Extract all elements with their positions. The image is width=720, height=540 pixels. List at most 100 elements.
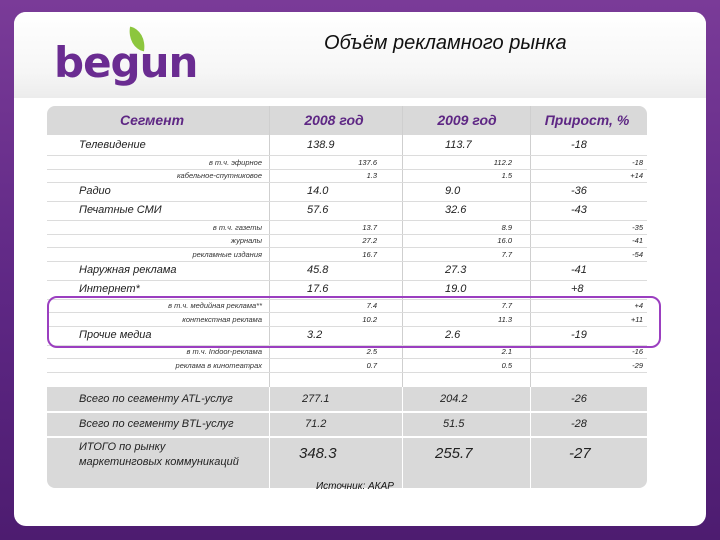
row-separator [47, 298, 647, 300]
row-v2008: 16.7 [362, 249, 377, 259]
row-label: журналы [230, 236, 262, 245]
column-divider [269, 106, 270, 396]
row-v2009: 7.7 [501, 301, 512, 310]
row-label: контекстная реклама [182, 314, 262, 324]
row-v2008: 1.3 [366, 171, 377, 180]
total-atl-2009: 204.2 [440, 393, 468, 405]
row-separator [47, 411, 647, 413]
row-separator [47, 279, 647, 281]
internet-highlight-box [47, 296, 661, 348]
header-growth: Прирост, % [544, 112, 630, 128]
row-v2008: 3.2 [307, 328, 323, 341]
total-atl-2008: 277.1 [302, 393, 330, 405]
row-v2009: 2.6 [445, 328, 461, 341]
row-separator [47, 247, 647, 248]
row-separator [47, 182, 647, 183]
logo-text: begun [54, 38, 198, 87]
row-v2009: 2.1 [501, 347, 512, 356]
row-growth: -18 [632, 157, 643, 167]
row-separator [47, 358, 647, 359]
grand-total-2009: 255.7 [435, 445, 473, 462]
row-label: Радио [79, 185, 111, 197]
row-growth: -16 [632, 347, 643, 356]
total-btl-growth: -28 [571, 418, 587, 430]
grand-total-label-1: ИТОГО по рынку [79, 441, 166, 453]
row-separator [47, 168, 647, 170]
column-divider [402, 106, 403, 396]
row-growth: -18 [571, 139, 587, 151]
row-separator [47, 220, 647, 221]
row-label: в т.ч. медийная реклама** [168, 301, 262, 310]
row-v2009: 11.3 [497, 314, 512, 324]
column-divider [530, 106, 531, 396]
row-label: в т.ч. эфирное [208, 157, 262, 167]
row-v2009: 0.5 [501, 360, 512, 370]
row-label: Наружная реклама [79, 263, 177, 276]
row-separator [47, 344, 647, 346]
row-label: кабельное-спутниковое [177, 171, 262, 180]
row-growth: +8 [571, 282, 584, 295]
grand-total-label-2: маркетинговых коммуникаций [79, 456, 239, 468]
row-separator [47, 260, 647, 262]
totals-band: Всего по сегменту ATL-услуг 277.1 204.2 … [47, 387, 647, 488]
source-note: Источник: АКАР [316, 481, 394, 492]
row-v2008: 17.6 [307, 282, 329, 295]
row-v2009: 1.5 [501, 171, 512, 180]
header-2008: 2008 год [304, 112, 364, 128]
total-btl-2009: 51.5 [443, 418, 465, 430]
row-separator [47, 371, 647, 373]
row-v2009: 112.2 [493, 157, 512, 167]
begun-logo: begun [54, 26, 198, 90]
row-v2008: 13.7 [362, 222, 377, 232]
row-v2009: 9.0 [445, 185, 461, 197]
total-atl-label: Всего по сегменту ATL-услуг [79, 393, 233, 405]
row-v2009: 8.9 [501, 222, 512, 232]
row-label: Печатные СМИ [79, 204, 162, 216]
row-v2009: 19.0 [445, 282, 467, 295]
row-v2008: 57.6 [307, 204, 329, 216]
row-growth: +11 [630, 314, 643, 324]
row-label: Интернет* [79, 282, 140, 295]
row-v2008: 45.8 [307, 263, 329, 276]
row-v2009: 27.3 [445, 263, 467, 276]
row-v2009: 7.7 [501, 249, 512, 259]
row-v2009: 32.6 [445, 204, 467, 216]
row-separator [47, 201, 647, 202]
header-band: begun Объём рекламного рынка [14, 12, 706, 98]
row-separator [47, 233, 647, 235]
table-header: Сегмент 2008 год 2009 год Прирост, % [47, 106, 647, 135]
row-growth: -19 [571, 328, 587, 341]
row-separator [47, 436, 647, 438]
row-label: Телевидение [79, 139, 146, 151]
row-growth: -43 [571, 204, 587, 216]
row-label: реклама в кинотеатрах [175, 360, 262, 370]
row-growth: -35 [632, 222, 643, 232]
row-v2008: 0.7 [366, 360, 377, 370]
row-v2008: 138.9 [307, 139, 335, 151]
row-v2009: 113.7 [445, 139, 472, 151]
row-growth: -41 [571, 263, 587, 276]
row-label: в т.ч. газеты [212, 222, 262, 232]
row-label: Прочие медиа [79, 328, 152, 341]
row-label: рекламные издания [192, 249, 262, 259]
row-v2008: 10.2 [362, 314, 377, 324]
row-growth: +14 [630, 171, 643, 180]
row-growth: +4 [634, 301, 643, 310]
row-growth: -29 [632, 360, 643, 370]
grand-total-growth: -27 [569, 445, 591, 462]
total-btl-2008: 71.2 [305, 418, 327, 430]
market-table: Сегмент 2008 год 2009 год Прирост, % Тел… [47, 106, 647, 490]
row-separator [47, 312, 647, 313]
row-v2009: 16.0 [497, 236, 512, 245]
row-v2008: 2.5 [366, 347, 377, 356]
page-title: Объём рекламного рынка [324, 32, 567, 54]
header-2009: 2009 год [437, 112, 497, 128]
row-v2008: 7.4 [366, 301, 377, 310]
header-segment: Сегмент [119, 112, 185, 128]
row-v2008: 137.6 [358, 157, 377, 167]
row-separator [47, 325, 647, 327]
row-separator [47, 155, 647, 156]
row-growth: -54 [632, 249, 643, 259]
total-btl-label: Всего по сегменту BTL-услуг [79, 418, 234, 430]
row-growth: -41 [632, 236, 643, 245]
